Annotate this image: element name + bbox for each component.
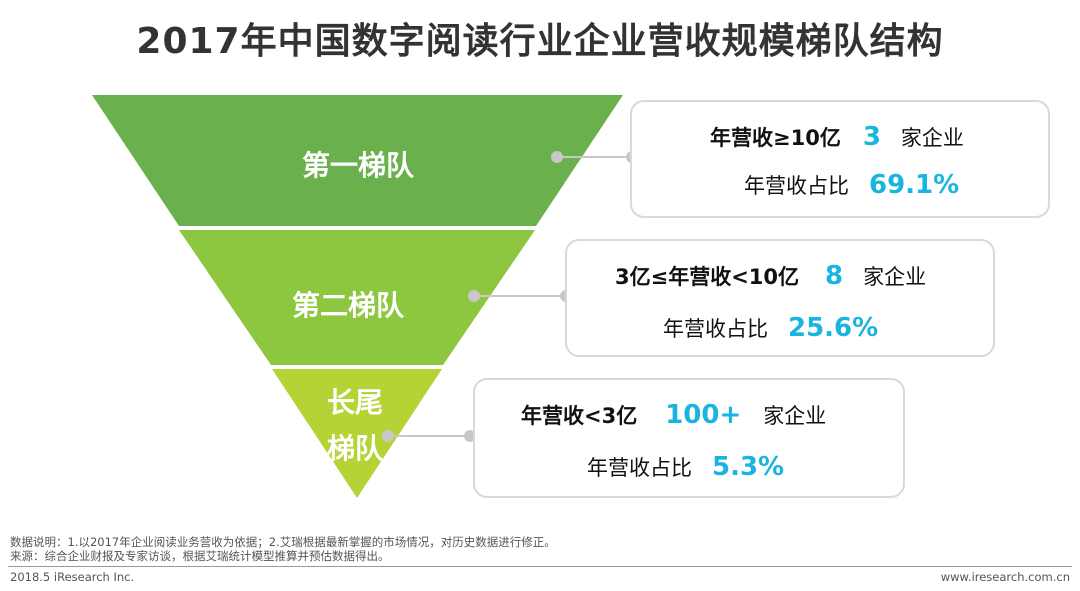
tier-1-condition: 年营收≥10亿 [710, 126, 841, 150]
tier-1-label: 第一梯队 [301, 149, 414, 182]
data-notes: 数据说明：1.以2017年企业阅读业务营收为依据；2.艾瑞根据最新掌握的市场情况… [10, 535, 556, 563]
tier-3-share-label: 年营收占比 [587, 456, 692, 480]
connector-dot-tier-2-start [468, 290, 480, 302]
footer-website: www.iresearch.com.cn [940, 570, 1070, 584]
tier-1-count: 3 [862, 122, 881, 152]
tier-2-share-label: 年营收占比 [663, 317, 768, 341]
tier-1-band [92, 95, 623, 226]
tier-2-band [179, 230, 535, 365]
tier-3-count-unit: 家企业 [763, 404, 827, 428]
tier-1-share: 69.1% [869, 170, 960, 200]
tier-3-count: 100+ [665, 400, 742, 430]
tier-2-count-unit: 家企业 [863, 265, 927, 289]
tier-3-label-line1: 长尾 [326, 386, 383, 419]
footer-divider [8, 566, 1072, 567]
tier-3-label-line2: 梯队 [326, 432, 383, 465]
connector-dot-tier-3-start [382, 430, 394, 442]
page-title: 2017年中国数字阅读行业企业营收规模梯队结构 [136, 21, 944, 62]
connector-dot-tier-1-start [551, 151, 563, 163]
tier-2-count: 8 [825, 261, 844, 291]
tier-3-band [272, 369, 442, 498]
tier-1-card: 年营收≥10亿 3 家企业 年营收占比 69.1% [630, 100, 1050, 218]
tier-3-share: 5.3% [712, 452, 785, 482]
tier-1-count-unit: 家企业 [900, 126, 964, 150]
tier-3-condition: 年营收<3亿 [521, 404, 638, 428]
tier-2-card: 3亿≤年营收<10亿 8 家企业 年营收占比 25.6% [565, 239, 995, 357]
tier-2-share: 25.6% [788, 313, 879, 343]
tier-2-condition: 3亿≤年营收<10亿 [615, 265, 800, 289]
tier-2-label: 第二梯队 [291, 289, 404, 322]
footer-copyright: 2018.5 iResearch Inc. [10, 570, 135, 584]
tier-3-card: 年营收<3亿 100+ 家企业 年营收占比 5.3% [473, 378, 905, 498]
source-note-line: 来源：综合企业财报及专家访谈，根据艾瑞统计模型推算并预估数据得出。 [10, 549, 390, 563]
data-note-line: 数据说明：1.以2017年企业阅读业务营收为依据；2.艾瑞根据最新掌握的市场情况… [10, 535, 556, 549]
tier-1-share-label: 年营收占比 [744, 174, 849, 198]
